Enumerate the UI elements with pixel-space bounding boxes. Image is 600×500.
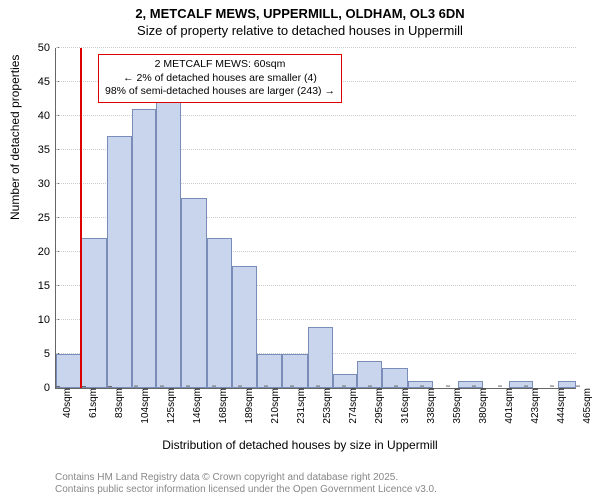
histogram-bar <box>107 136 132 388</box>
x-tick: 168sqm <box>216 388 229 424</box>
x-tick: 359sqm <box>450 388 463 424</box>
histogram-bar <box>207 238 232 388</box>
histogram-bar <box>558 381 576 388</box>
histogram-bar <box>181 198 207 388</box>
footer-attribution: Contains HM Land Registry data © Crown c… <box>55 472 437 496</box>
y-tick: 0 <box>20 382 56 394</box>
histogram-bar <box>282 354 308 388</box>
x-tick: 83sqm <box>112 388 125 418</box>
x-axis-label: Distribution of detached houses by size … <box>0 438 600 452</box>
histogram-bar <box>458 381 483 388</box>
annotation-smaller: ← 2% of detached houses are smaller (4) <box>105 72 335 86</box>
x-tick: 338sqm <box>424 388 437 424</box>
x-tick: 274sqm <box>346 388 359 424</box>
y-tick: 45 <box>20 76 56 88</box>
x-tick: 444sqm <box>554 388 567 424</box>
x-tick: 423sqm <box>528 388 541 424</box>
footer-line2: Contains public sector information licen… <box>55 484 437 496</box>
y-tick: 30 <box>20 178 56 190</box>
annotation-property: 2 METCALF MEWS: 60sqm <box>105 58 335 72</box>
x-tick: 40sqm <box>60 388 73 418</box>
chart-title-address: 2, METCALF MEWS, UPPERMILL, OLDHAM, OL3 … <box>0 0 600 21</box>
plot-area: 05101520253035404550 2 METCALF MEWS: 60s… <box>55 48 576 389</box>
y-tick: 40 <box>20 110 56 122</box>
histogram-bar <box>232 266 257 388</box>
histogram-bar <box>132 109 157 388</box>
y-tick: 50 <box>20 42 56 54</box>
y-tick: 20 <box>20 246 56 258</box>
y-tick: 25 <box>20 212 56 224</box>
y-tick: 10 <box>20 314 56 326</box>
histogram-bar <box>382 368 408 388</box>
histogram-bar <box>156 102 181 388</box>
x-tick: 316sqm <box>398 388 411 424</box>
histogram-bar <box>509 381 534 388</box>
x-tick: 146sqm <box>190 388 203 424</box>
histogram-bar <box>357 361 382 388</box>
x-tick: 104sqm <box>138 388 151 424</box>
x-tick: 231sqm <box>294 388 307 424</box>
x-tick: 189sqm <box>242 388 255 424</box>
x-tick: 401sqm <box>502 388 515 424</box>
y-tick: 35 <box>20 144 56 156</box>
x-tick: 295sqm <box>372 388 385 424</box>
annotation-larger: 98% of semi-detached houses are larger (… <box>105 85 335 99</box>
y-tick: 15 <box>20 280 56 292</box>
histogram-bar <box>56 354 81 388</box>
property-marker-line <box>80 48 82 388</box>
x-tick: 253sqm <box>320 388 333 424</box>
chart-subtitle: Size of property relative to detached ho… <box>0 21 600 38</box>
x-tick: 380sqm <box>476 388 489 424</box>
chart-container: 2, METCALF MEWS, UPPERMILL, OLDHAM, OL3 … <box>0 0 600 500</box>
y-tick: 5 <box>20 348 56 360</box>
footer-line1: Contains HM Land Registry data © Crown c… <box>55 472 437 484</box>
annotation-box: 2 METCALF MEWS: 60sqm ← 2% of detached h… <box>98 54 342 103</box>
x-tick: 210sqm <box>268 388 281 424</box>
histogram-bar <box>81 238 107 388</box>
x-tick: 465sqm <box>580 388 593 424</box>
histogram-bar <box>257 354 282 388</box>
x-tick: 125sqm <box>164 388 177 424</box>
x-tick: 61sqm <box>86 388 99 418</box>
histogram-bar <box>308 327 333 388</box>
